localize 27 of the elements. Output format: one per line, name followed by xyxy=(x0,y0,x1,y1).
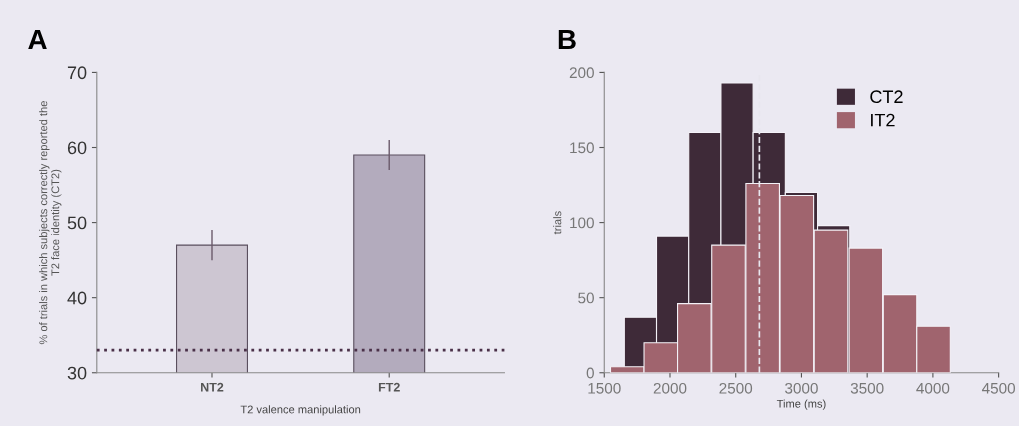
y-axis-title: % of trials in which subjects correctly reported the T2 face identity (CT2) xyxy=(39,101,62,345)
y-tick-label: 100 xyxy=(570,217,594,229)
y-axis-title: trials xyxy=(553,211,562,235)
x-axis-title: T2 valence manipulation xyxy=(240,405,361,416)
x-tick-label: 4000 xyxy=(916,382,950,394)
legend-label: CT2 xyxy=(870,90,903,104)
x-tick-label: 2000 xyxy=(653,382,687,394)
y-tick-label: 60 xyxy=(67,141,87,155)
y-tick-label: 40 xyxy=(67,291,87,305)
x-tick-label: 3500 xyxy=(850,382,884,394)
chart-title: B xyxy=(558,29,576,50)
y-tick-label: 50 xyxy=(578,292,594,304)
x-tick-label: 1500 xyxy=(588,382,621,394)
y-tick-label: 150 xyxy=(570,142,594,154)
x-tick-label: FT2 xyxy=(378,382,400,392)
y-tick-label: 50 xyxy=(67,216,87,230)
x-tick-label: 4500 xyxy=(981,382,1016,394)
y-tick-label: 70 xyxy=(67,66,87,80)
y-tick-label: 200 xyxy=(569,67,594,79)
chart-title: A xyxy=(28,29,47,50)
x-tick-label: NT2 xyxy=(201,382,224,392)
y-tick-label: 30 xyxy=(67,366,87,380)
y-tick-label: 0 xyxy=(586,367,594,379)
x-tick-label: 3000 xyxy=(785,382,818,394)
x-axis-title: Time (ms) xyxy=(776,399,826,410)
legend-label: IT2 xyxy=(871,113,895,127)
x-tick-label: 2500 xyxy=(719,382,753,394)
